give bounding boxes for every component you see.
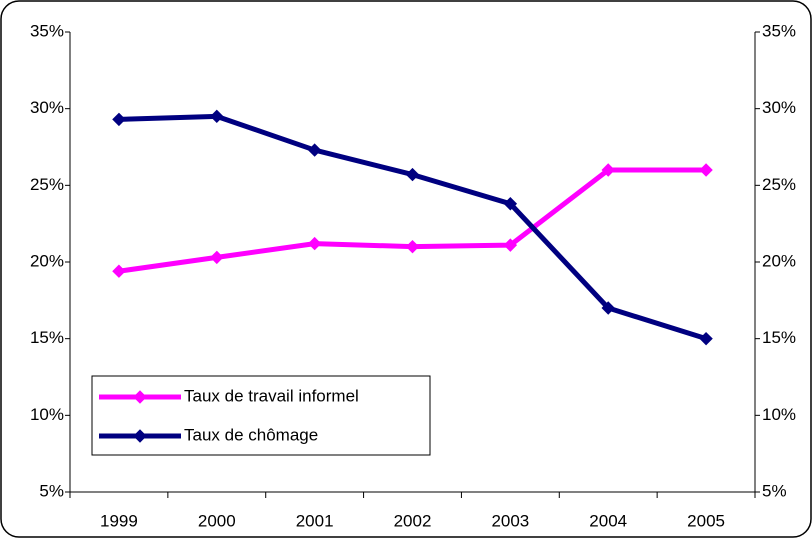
point-marker bbox=[210, 109, 224, 124]
point-marker bbox=[699, 331, 713, 346]
point-marker bbox=[307, 236, 322, 251]
x-tick-label: 2001 bbox=[296, 511, 334, 530]
point-marker bbox=[699, 163, 713, 177]
y2-tick-label: 35% bbox=[762, 21, 796, 40]
y2-tick-label: 25% bbox=[762, 175, 796, 194]
legend-marker bbox=[133, 429, 147, 443]
x-tick-label: 2004 bbox=[589, 511, 627, 530]
y2-tick-label: 30% bbox=[762, 98, 796, 117]
y-tick-label: 5% bbox=[39, 481, 64, 500]
legend-box bbox=[91, 375, 431, 456]
legend-label: Taux de chômage bbox=[184, 425, 318, 444]
y2-tick-label: 5% bbox=[762, 481, 787, 500]
point-marker bbox=[601, 163, 615, 177]
point-marker bbox=[112, 264, 126, 278]
point-marker bbox=[112, 112, 126, 127]
y2-tick-label: 15% bbox=[762, 328, 796, 347]
x-tick-label: 2005 bbox=[687, 511, 725, 530]
point-marker bbox=[503, 238, 518, 252]
point-marker bbox=[601, 301, 615, 315]
x-tick-label: 2000 bbox=[198, 511, 236, 530]
legend-marker bbox=[133, 390, 147, 404]
x-tick-label: 2003 bbox=[491, 511, 529, 530]
y2-tick-label: 20% bbox=[762, 251, 796, 270]
y-tick-label: 35% bbox=[30, 21, 64, 40]
point-marker bbox=[503, 197, 518, 211]
point-marker bbox=[405, 239, 420, 254]
point-marker bbox=[307, 143, 322, 157]
y-tick-label: 20% bbox=[30, 251, 64, 270]
legend-label: Taux de travail informel bbox=[184, 386, 359, 405]
x-tick-label: 2002 bbox=[394, 511, 432, 530]
y-tick-label: 30% bbox=[30, 98, 64, 117]
y-tick-label: 25% bbox=[30, 175, 64, 194]
point-marker bbox=[210, 250, 224, 265]
point-marker bbox=[405, 167, 420, 182]
x-tick-label: 1999 bbox=[100, 511, 138, 530]
y-tick-label: 10% bbox=[30, 405, 64, 424]
y2-tick-label: 10% bbox=[762, 405, 796, 424]
y-tick-label: 15% bbox=[30, 328, 64, 347]
